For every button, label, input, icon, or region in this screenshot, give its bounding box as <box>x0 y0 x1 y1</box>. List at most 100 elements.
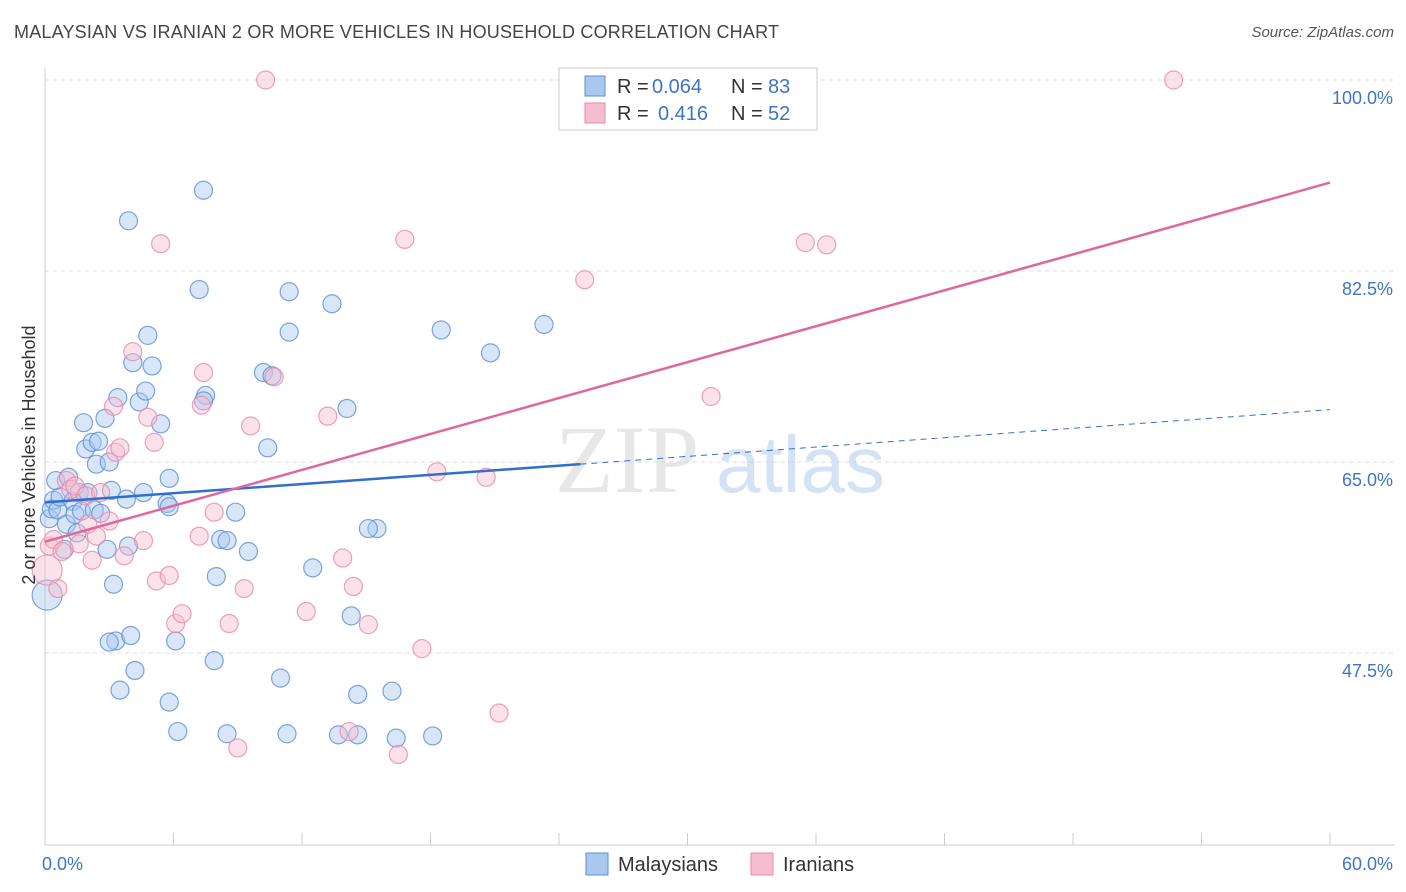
source-label: Source: ZipAtlas.com <box>1251 24 1394 41</box>
watermark-atlas: atlas <box>716 420 885 509</box>
iranian-point <box>339 721 359 742</box>
y-tick-label: 47.5% <box>1342 661 1393 681</box>
legend-swatch-malaysians <box>584 75 606 97</box>
malaysian-point <box>118 211 139 231</box>
malaysian-trendline <box>44 462 581 504</box>
legend-box: R = 0.064 N = 83 R = 0.416 N = 52 <box>558 67 818 131</box>
iranian-point <box>318 406 338 426</box>
iranian-point <box>575 270 595 290</box>
iranian-point <box>146 571 166 591</box>
axes <box>44 68 1395 846</box>
legend-n-value-1: 83 <box>768 76 790 98</box>
malaysian-point <box>125 660 145 681</box>
iranian-point <box>65 476 85 496</box>
chart-title: MALAYSIAN VS IRANIAN 2 OR MORE VEHICLES … <box>14 22 780 42</box>
legend-n-label-1: N = <box>731 76 763 98</box>
malaysian-point <box>82 432 102 452</box>
iranian-point <box>172 604 192 624</box>
legend-r-value-2: 0.416 <box>658 103 708 125</box>
malaysian-point <box>103 574 124 594</box>
iranian-point <box>817 235 837 255</box>
y-tick-label: 65.0% <box>1342 470 1393 490</box>
malaysian-point <box>88 431 109 451</box>
malaysian-point <box>99 632 119 652</box>
malaysian-point <box>31 579 63 611</box>
bottom-legend: Malaysians Iranians <box>585 852 854 876</box>
bottom-legend-iranians: Iranians <box>783 854 854 876</box>
iranian-point <box>133 530 154 551</box>
y-axis-label: 2 or more Vehicles in Household <box>19 325 39 584</box>
malaysian-point <box>322 294 342 314</box>
malaysian-point <box>382 681 402 701</box>
malaysian-point <box>97 539 117 559</box>
iranian-point <box>219 613 239 634</box>
x-tick-label: 60.0% <box>1342 854 1393 874</box>
malaysian-point <box>431 320 451 340</box>
gridlines <box>45 79 1395 654</box>
malaysian-point <box>328 725 349 745</box>
legend-swatch-iranians <box>584 102 606 124</box>
trendlines <box>44 181 1331 543</box>
iranian-point <box>204 502 224 522</box>
iranian-point <box>241 416 261 436</box>
iranian-point <box>427 462 447 482</box>
malaysian-point <box>138 325 158 345</box>
malaysian-point <box>211 529 231 550</box>
iranian-point <box>795 233 815 253</box>
malaysian-point <box>348 684 368 705</box>
malaysian-point <box>168 721 188 742</box>
iranian-point <box>333 548 353 568</box>
malaysian-point <box>166 631 186 651</box>
malaysian-point <box>204 651 224 671</box>
malaysian-point <box>159 692 179 712</box>
tick-labels: 47.5% 65.0% 82.5% 100.0% 0.0% 60.0% <box>42 88 1393 874</box>
iranian-point <box>110 438 130 458</box>
iranian-point <box>489 703 509 723</box>
iranian-point <box>103 396 124 416</box>
legend-n-value-2: 52 <box>768 103 790 125</box>
malaysian-point <box>206 566 226 587</box>
malaysian-point <box>123 353 143 373</box>
iranian-point <box>123 342 143 362</box>
iranian-point <box>255 70 276 90</box>
malaysian-point <box>423 726 443 746</box>
iranian-point <box>82 550 102 570</box>
watermark: ZIP atlas <box>555 406 885 513</box>
malaysian-point <box>121 625 141 646</box>
iranian-point <box>144 432 164 452</box>
malaysian-point <box>226 502 246 522</box>
iranian-point <box>48 579 68 599</box>
malaysian-point <box>116 489 136 509</box>
iranian-point <box>388 744 408 765</box>
malaysian-point <box>534 314 554 335</box>
bottom-legend-malaysians: Malaysians <box>618 854 718 876</box>
y-tick-label: 82.5% <box>1342 279 1393 299</box>
y-tick-label: 100.0% <box>1332 88 1393 108</box>
iranian-point <box>69 534 89 554</box>
malaysian-point <box>133 482 154 503</box>
malaysian-point <box>110 680 130 700</box>
bottom-legend-swatch-malaysians <box>585 852 609 876</box>
malaysian-point <box>238 541 259 562</box>
points <box>31 70 1184 765</box>
iranian-point <box>343 576 363 597</box>
iranian-point <box>701 386 721 407</box>
malaysian-point <box>159 468 179 488</box>
iranian-point <box>191 395 211 415</box>
malaysian-point <box>217 530 237 551</box>
iranian-point <box>151 234 171 254</box>
malaysian-point <box>303 558 323 578</box>
malaysian-point <box>277 724 297 744</box>
legend-r-value-1: 0.064 <box>652 76 702 98</box>
malaysian-point <box>189 279 209 300</box>
iranian-point <box>114 546 134 566</box>
iranian-point <box>476 467 496 487</box>
iranian-point <box>189 526 209 546</box>
malaysian-point <box>129 392 149 412</box>
iranian-point <box>1164 70 1184 90</box>
malaysian-point <box>279 322 299 342</box>
iranian-point <box>138 407 158 427</box>
malaysian-point <box>358 518 378 539</box>
malaysian-point <box>279 282 299 302</box>
